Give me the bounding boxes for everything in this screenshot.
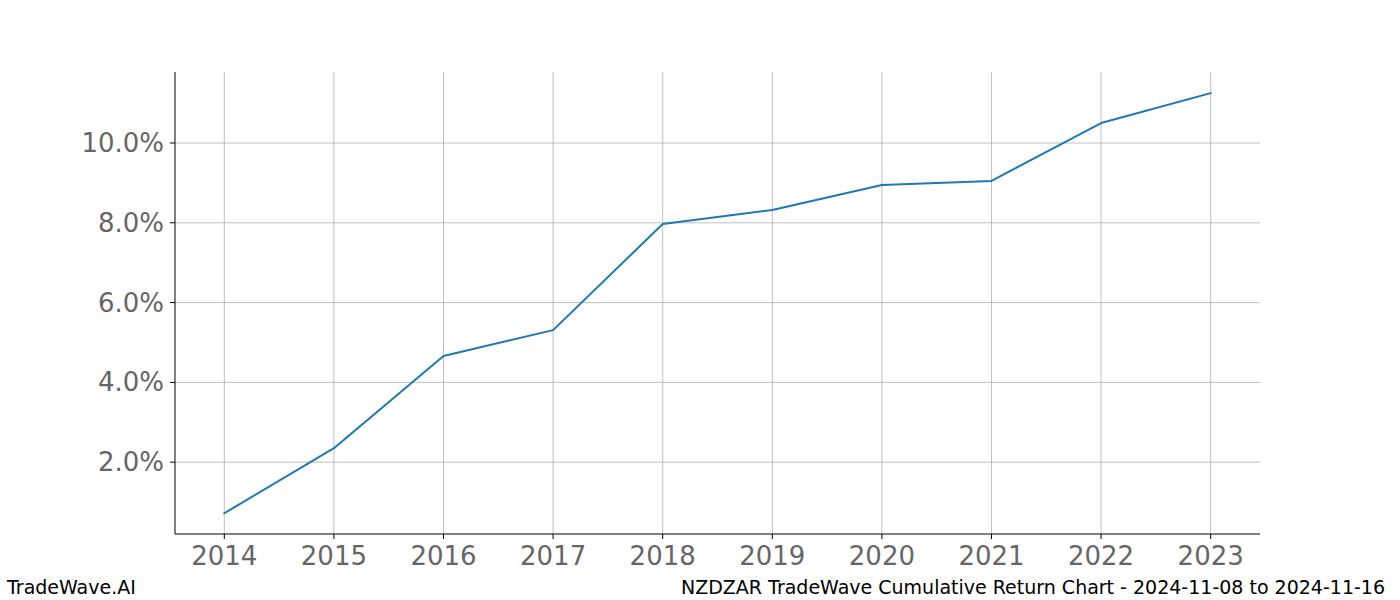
y-tick (170, 222, 175, 223)
y-grid-line (175, 462, 1260, 463)
y-tick (170, 143, 175, 144)
y-tick (170, 382, 175, 383)
annotation: TradeWave.AI (6, 576, 136, 598)
x-tick (553, 534, 554, 539)
x-tick-label: 2018 (630, 541, 696, 571)
y-tick-label: 10.0% (81, 128, 164, 158)
x-tick-label: 2016 (410, 541, 476, 571)
x-tick-label: 2015 (301, 541, 367, 571)
x-axis-line (175, 534, 1260, 535)
x-tick (772, 534, 773, 539)
x-tick (1210, 534, 1211, 539)
series-group (224, 93, 1210, 513)
x-tick (991, 534, 992, 539)
x-tick (881, 534, 882, 539)
x-tick-label: 2020 (849, 541, 915, 571)
y-grid-line (175, 382, 1260, 383)
x-tick-label: 2021 (958, 541, 1024, 571)
y-grid-line (175, 222, 1260, 223)
x-tick (443, 534, 444, 539)
x-tick-label: 2023 (1178, 541, 1244, 571)
x-tick (224, 534, 225, 539)
x-tick-label: 2022 (1068, 541, 1134, 571)
y-tick (170, 302, 175, 303)
y-tick (170, 462, 175, 463)
y-grid-line (175, 302, 1260, 303)
title: NZDZAR TradeWave Cumulative Return Chart… (681, 576, 1385, 598)
x-tick-label: 2014 (191, 541, 257, 571)
x-tick-label: 2017 (520, 541, 586, 571)
x-tick (1101, 534, 1102, 539)
y-tick-label: 4.0% (98, 367, 164, 397)
y-tick-label: 2.0% (98, 447, 164, 477)
x-tick (333, 534, 334, 539)
y-tick-label: 8.0% (98, 208, 164, 238)
x-tick (662, 534, 663, 539)
series-line (224, 93, 1210, 513)
y-tick-label: 6.0% (98, 288, 164, 318)
y-grid-line (175, 143, 1260, 144)
grid (175, 72, 1260, 534)
chart: 2014 2015 2016 2017 2018 2019 2020 2021 2022 2023… (0, 0, 1400, 600)
x-tick-label: 2019 (739, 541, 805, 571)
